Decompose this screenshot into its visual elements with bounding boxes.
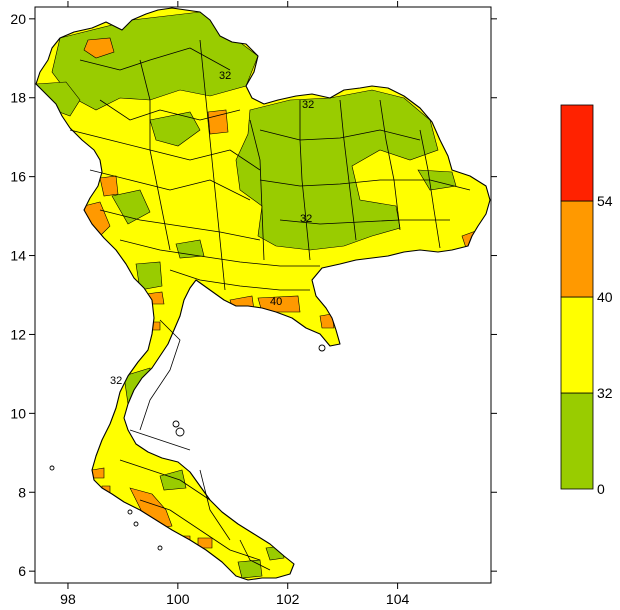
country-outline xyxy=(35,7,491,581)
province-boundaries xyxy=(49,39,471,571)
y-axis: 6 8 10 12 14 16 18 20 xyxy=(10,11,497,579)
contour-label: 40 xyxy=(270,296,282,308)
x-tick-label: 98 xyxy=(60,591,76,607)
province-boundary xyxy=(89,169,251,201)
province-boundary xyxy=(339,99,357,241)
province-boundary xyxy=(99,209,261,241)
x-tick-label: 100 xyxy=(166,591,190,607)
value-zone xyxy=(149,111,201,147)
value-zone xyxy=(135,261,163,291)
y-tick-label: 6 xyxy=(18,563,26,579)
province-boundary xyxy=(79,47,231,71)
province-boundary xyxy=(259,179,471,191)
legend-label: 32 xyxy=(597,385,613,401)
contour-label: 32 xyxy=(302,99,314,111)
legend-swatch xyxy=(560,200,594,298)
legend-swatch xyxy=(560,296,594,394)
province-boundary xyxy=(139,59,171,251)
x-tick-label: 104 xyxy=(386,591,410,607)
province-boundary xyxy=(299,100,311,261)
province-boundary xyxy=(169,269,310,291)
contour-label: 32 xyxy=(110,375,122,387)
province-boundary xyxy=(379,99,401,231)
legend-label: 40 xyxy=(597,289,613,305)
contour-labels: 32 32 32 40 32 xyxy=(110,70,314,387)
province-boundary xyxy=(119,459,211,501)
y-tick-label: 10 xyxy=(10,405,26,421)
legend-swatch xyxy=(560,104,594,202)
island xyxy=(49,465,55,471)
y-tick-label: 14 xyxy=(10,248,26,264)
island xyxy=(133,521,139,527)
x-axis: 98 100 102 104 xyxy=(60,1,409,607)
value-zones xyxy=(36,11,485,579)
island xyxy=(318,344,326,352)
province-boundary xyxy=(199,469,231,541)
province-boundary xyxy=(199,39,226,291)
province-boundary xyxy=(119,239,320,267)
y-tick-label: 12 xyxy=(10,326,26,342)
x-tick-label: 102 xyxy=(276,591,300,607)
value-zone xyxy=(235,89,439,251)
island xyxy=(175,427,185,437)
island xyxy=(157,545,163,551)
legend-label: 0 xyxy=(597,481,605,497)
value-zone xyxy=(319,313,335,329)
value-zone xyxy=(99,175,119,197)
province-boundary xyxy=(139,319,181,431)
province-boundary xyxy=(279,219,450,225)
y-tick-label: 20 xyxy=(10,11,26,27)
legend-label: 54 xyxy=(597,193,613,209)
province-boundary xyxy=(259,129,421,141)
province-boundary xyxy=(139,499,261,561)
color-legend: 0 32 40 54 xyxy=(560,104,613,497)
value-zone xyxy=(237,559,263,579)
province-boundary xyxy=(249,119,265,261)
y-tick-label: 16 xyxy=(10,169,26,185)
value-zone xyxy=(83,37,115,59)
province-boundary xyxy=(129,429,191,451)
value-zone xyxy=(417,169,457,191)
island xyxy=(172,420,180,428)
province-boundary xyxy=(239,539,271,571)
contour-label: 32 xyxy=(300,213,312,225)
value-zone xyxy=(159,469,187,491)
legend-swatch xyxy=(560,392,594,490)
value-zone xyxy=(111,189,151,225)
y-tick-label: 18 xyxy=(10,90,26,106)
island xyxy=(127,509,133,515)
province-boundary xyxy=(69,129,261,171)
land-area xyxy=(36,8,490,580)
y-tick-label: 8 xyxy=(18,484,26,500)
province-boundary xyxy=(419,129,441,249)
value-zone xyxy=(207,109,229,135)
contour-label: 32 xyxy=(219,70,231,82)
province-boundary xyxy=(99,99,241,121)
